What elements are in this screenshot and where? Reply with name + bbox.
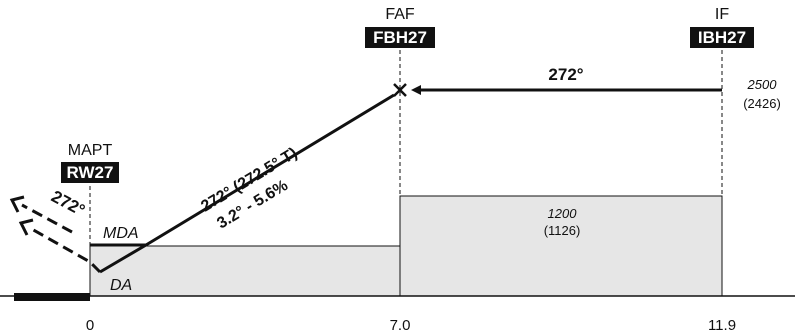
distance-if: 11.9 xyxy=(708,317,736,334)
faf-role-label: FAF xyxy=(385,6,415,23)
if-role-label: IF xyxy=(715,6,729,23)
intermediate-segment-altitude-area xyxy=(399,195,723,297)
runway-bar xyxy=(14,293,90,301)
mapt-role-label: MAPT xyxy=(68,142,113,159)
faf-id-label: FBH27 xyxy=(373,28,427,47)
distance-threshold: 0 xyxy=(86,317,94,334)
intermediate-course-label: 272° xyxy=(548,65,583,84)
missed-course-label: 272° xyxy=(48,187,88,220)
intermediate-altitude: 2500 xyxy=(747,77,778,92)
mapt-id-box xyxy=(61,162,119,183)
final-segment-altitude-area xyxy=(89,245,401,297)
if-id-box xyxy=(690,27,754,48)
final-altitude: 1200 xyxy=(548,206,578,221)
faf-cross-icon xyxy=(393,83,407,97)
missed-approach-arrowhead-upper xyxy=(9,195,25,213)
missed-approach-path-upper xyxy=(21,203,73,234)
da-label: DA xyxy=(110,277,132,294)
intermediate-altitude-msl: (2426) xyxy=(743,96,781,111)
mapt-id-label: RW27 xyxy=(67,163,114,182)
final-altitude-msl: (1126) xyxy=(544,223,581,238)
missed-approach-path-lower xyxy=(29,226,102,274)
missed-approach-arrowhead-lower xyxy=(18,218,34,236)
distance-faf: 7.0 xyxy=(390,317,411,334)
if-id-label: IBH27 xyxy=(698,28,746,47)
mda-label: MDA xyxy=(103,225,139,242)
faf-id-box xyxy=(365,27,435,48)
